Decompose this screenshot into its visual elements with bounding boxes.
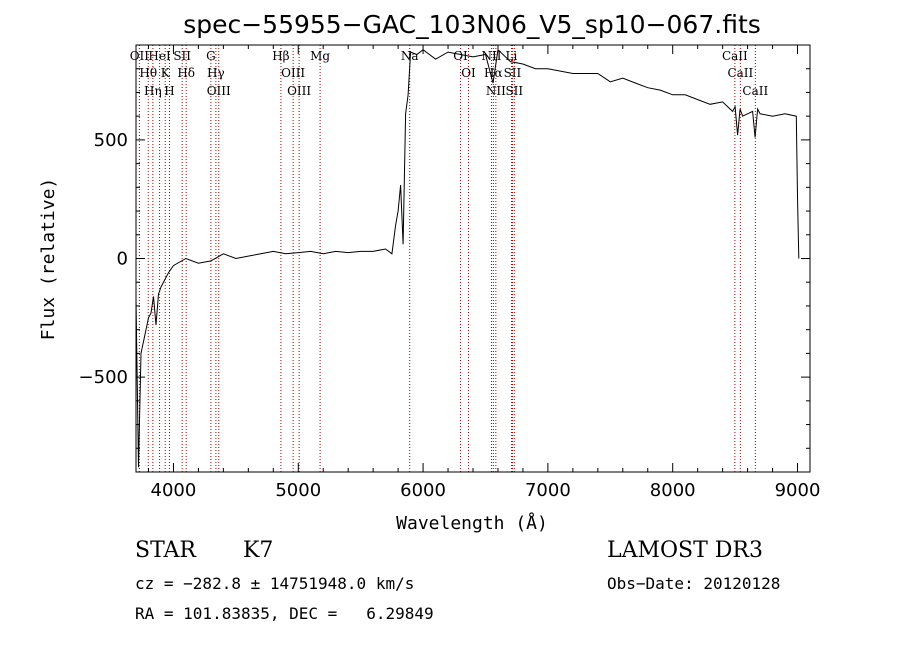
reference-lines xyxy=(138,45,756,472)
reference-label: CaII xyxy=(742,84,768,98)
reference-label: OII xyxy=(130,49,150,63)
reference-label: SII xyxy=(173,49,191,63)
reference-label: NII xyxy=(486,84,506,98)
x-tick-label: 9000 xyxy=(775,480,821,501)
x-axis: 4000 5000 6000 7000 8000 9000 xyxy=(147,45,821,501)
x-tick-label: 8000 xyxy=(650,480,696,501)
data-release: LAMOST DR3 xyxy=(607,538,763,563)
y-tick-label: 0 xyxy=(117,249,128,270)
y-tick-label: −500 xyxy=(79,367,128,388)
reference-label: Hθ xyxy=(139,66,157,80)
x-tick-label: 5000 xyxy=(275,480,321,501)
reference-label: Hα xyxy=(484,66,503,80)
reference-label: Hδ xyxy=(177,66,195,80)
y-axis-label: Flux (relative) xyxy=(38,178,59,341)
y-axis: −500 0 500 xyxy=(79,68,810,449)
reference-label: OIII xyxy=(207,84,231,98)
x-tick-label: 7000 xyxy=(525,480,571,501)
reference-label: Hη xyxy=(144,84,162,98)
observation-date: Obs−Date: 20120128 xyxy=(607,574,781,593)
reference-label: Hγ xyxy=(207,66,225,80)
y-tick-label: 500 xyxy=(94,130,128,151)
reference-label: K xyxy=(161,66,171,80)
x-tick-label: 4000 xyxy=(151,480,197,501)
reference-label: CaII xyxy=(722,49,748,63)
reference-label: H xyxy=(164,84,174,98)
object-subclass: K7 xyxy=(243,538,274,563)
coordinates: RA = 101.83835, DEC = 6.29849 xyxy=(135,604,434,623)
reference-label: SII xyxy=(505,84,523,98)
reference-label: OIII xyxy=(287,84,311,98)
reference-label: G xyxy=(206,49,216,63)
reference-label: OIII xyxy=(281,66,305,80)
reference-label: Na xyxy=(401,49,419,63)
redshift-line: cz = −282.8 ± 14751948.0 km/s xyxy=(135,574,415,593)
reference-label: HeI xyxy=(148,49,171,63)
reference-label: Mg xyxy=(310,49,330,63)
x-axis-label: Wavelength (Å) xyxy=(396,512,548,534)
x-tick-label: 6000 xyxy=(400,480,446,501)
reference-label: NII xyxy=(481,49,501,63)
chart-title: spec−55955−GAC_103N06_V5_sp10−067.fits xyxy=(183,10,761,39)
reference-label: Hβ xyxy=(272,49,289,63)
reference-labels: OII Hθ Hη HeI KH SII Hδ G Hγ OIII Hβ OIII OIII Mg Na OI… xyxy=(130,49,769,98)
spectrum-line xyxy=(135,48,800,468)
reference-label: SII xyxy=(504,66,522,80)
reference-label: CaII xyxy=(727,66,753,80)
reference-label: OI xyxy=(453,49,468,63)
reference-label: OI xyxy=(461,66,476,80)
reference-label: Li xyxy=(506,49,518,63)
object-class: STAR xyxy=(135,538,196,563)
